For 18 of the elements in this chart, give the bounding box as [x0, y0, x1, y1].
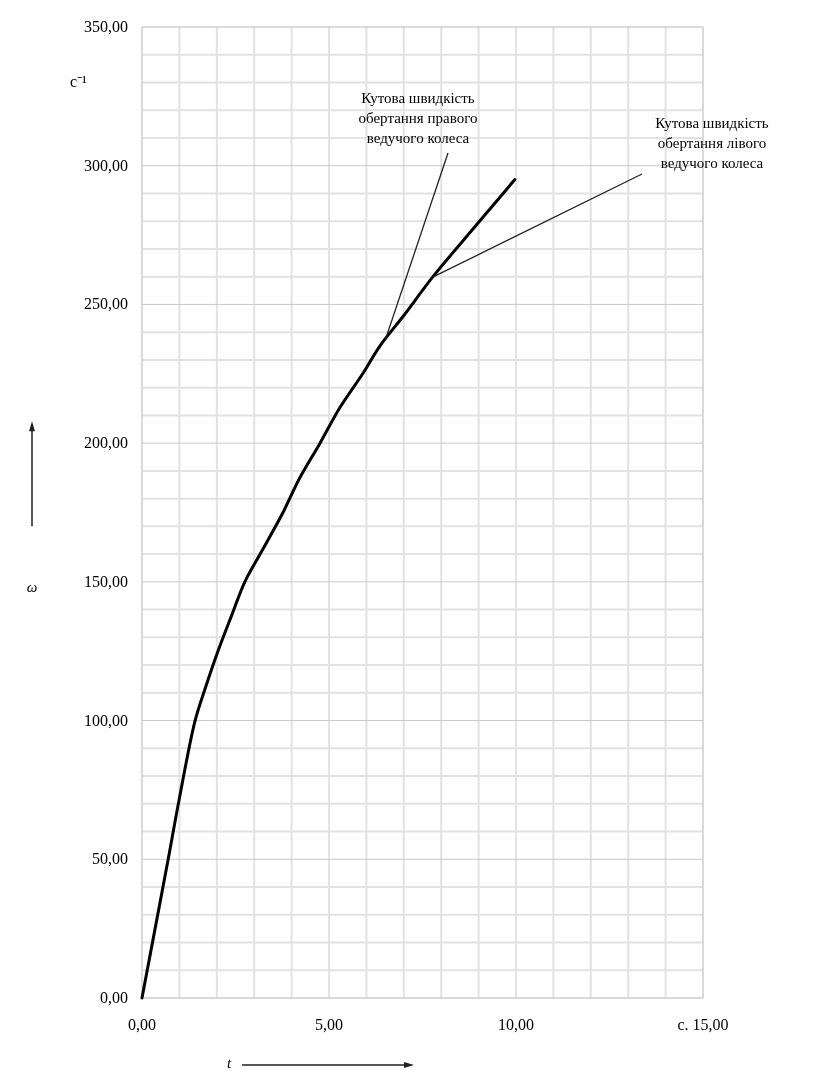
- x-axis-title: t: [227, 1055, 232, 1071]
- y-tick-label: 250,00: [84, 295, 128, 313]
- y-tick-label: 350,00: [84, 18, 128, 35]
- x-tick-label: с. 15,00: [677, 1016, 729, 1033]
- x-tick-label: 0,00: [128, 1016, 156, 1033]
- x-tick-label: 10,00: [498, 1016, 534, 1033]
- annotation: Кутова швидкість обертання лівого ведучого колеса: [655, 115, 769, 171]
- line-series: [140, 178, 517, 1000]
- text: с⁻¹: [70, 73, 88, 90]
- annotation: Кутова швидкість обертання правого ведучого колеса: [358, 90, 478, 146]
- x-tick-label: 5,00: [315, 1016, 343, 1033]
- y-tick-label: 200,00: [84, 434, 128, 452]
- y-tick-label: 150,00: [84, 572, 128, 590]
- y-tick-label: 300,00: [84, 156, 128, 174]
- y-tick-label: 0,00: [100, 989, 128, 1006]
- y-tick-label: 100,00: [84, 711, 128, 729]
- y-axis-title: ω: [26, 578, 38, 595]
- y-tick-label: 50,00: [92, 850, 128, 868]
